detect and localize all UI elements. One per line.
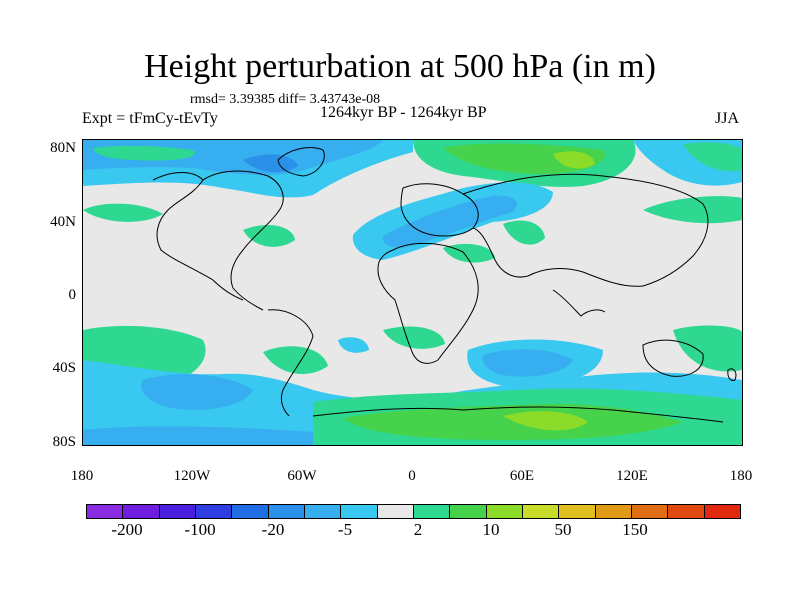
anomaly-region: [243, 154, 298, 173]
colorbar-swatch: [668, 505, 705, 518]
anomaly-region: [141, 374, 253, 410]
season-label: JJA: [715, 110, 740, 127]
lon-label: 0: [408, 468, 416, 484]
coastline: [277, 147, 325, 177]
coastline: [267, 309, 314, 417]
anomaly-region: [263, 346, 328, 375]
colorbar-swatch: [559, 505, 596, 518]
anomaly-region: [83, 203, 163, 222]
colorbar-swatch: [341, 505, 378, 518]
coastline: [727, 368, 737, 381]
anomaly-region: [83, 426, 313, 445]
colorbar-label: -200: [111, 520, 143, 539]
anomaly-region: [503, 411, 588, 431]
colorbar-swatch: [87, 505, 124, 518]
lon-label: 180: [70, 468, 94, 484]
lat-label: 0: [68, 287, 77, 303]
anomaly-region: [482, 349, 573, 377]
colorbar-label: -5: [337, 520, 353, 539]
lon-label: 120E: [616, 468, 648, 484]
colorbar-swatch: [268, 505, 305, 518]
map-title: Height perturbation at 500 hPa (in m): [144, 48, 656, 85]
colorbar-swatch: [304, 505, 342, 518]
colorbar-label: 10: [482, 520, 500, 539]
stats-text: rmsd= 3.39385 diff= 3.43743e-08: [190, 92, 381, 107]
colorbar-label: -20: [261, 520, 285, 539]
anomaly-region: [383, 326, 445, 349]
period-label: 1264kyr BP - 1264kyr BP: [320, 104, 487, 121]
colorbar-swatch: [631, 505, 669, 518]
lon-label: 60E: [509, 468, 535, 484]
coastline: [642, 339, 704, 377]
colorbar-label: 50: [554, 520, 572, 539]
anomaly-region: [683, 142, 742, 172]
anomaly-region: [382, 195, 517, 248]
colorbar-swatch: [595, 505, 632, 518]
colorbar-swatch: [450, 505, 487, 518]
colorbar-swatch: [522, 505, 560, 518]
colorbar-label: 150: [622, 520, 648, 539]
colorbar-swatch: [704, 505, 740, 518]
anomaly-region: [553, 151, 595, 169]
coastline: [152, 172, 244, 301]
experiment-label: Expt = tFmCy-tEvTy: [82, 110, 218, 127]
lat-label: 80S: [52, 434, 76, 450]
colorbar-swatch: [159, 505, 196, 518]
colorbar-swatch: [413, 505, 451, 518]
lat-label: 40N: [50, 214, 76, 230]
coastline: [202, 170, 284, 311]
anomaly-region: [673, 325, 742, 372]
anomaly-region: [503, 220, 545, 245]
coastline: [312, 406, 724, 423]
lon-label: 120W: [173, 468, 211, 484]
colorbar-swatch: [377, 505, 414, 518]
colorbar-swatch: [195, 505, 233, 518]
anomaly-region: [93, 145, 195, 161]
colorbar: [86, 504, 741, 519]
anomaly-region: [643, 196, 742, 224]
anomaly-region: [243, 225, 295, 247]
coastline: [377, 242, 479, 364]
lon-label: 180: [729, 468, 753, 484]
colorbar-swatch: [486, 505, 523, 518]
lat-label: 80N: [50, 140, 76, 156]
coastline: [462, 173, 709, 287]
height-field: [83, 140, 742, 445]
lon-label: 60W: [287, 468, 317, 484]
coastline: [400, 183, 479, 237]
map-panel: [82, 139, 743, 446]
anomaly-region: [338, 337, 369, 353]
anomaly-region: [443, 143, 605, 174]
coastline: [552, 289, 606, 317]
colorbar-label: -100: [184, 520, 216, 539]
colorbar-swatch: [123, 505, 160, 518]
colorbar-label: 2: [413, 520, 423, 539]
anomaly-region: [343, 404, 683, 440]
lat-label: 40S: [52, 360, 76, 376]
coastlines: [152, 147, 737, 423]
colorbar-swatch: [232, 505, 269, 518]
